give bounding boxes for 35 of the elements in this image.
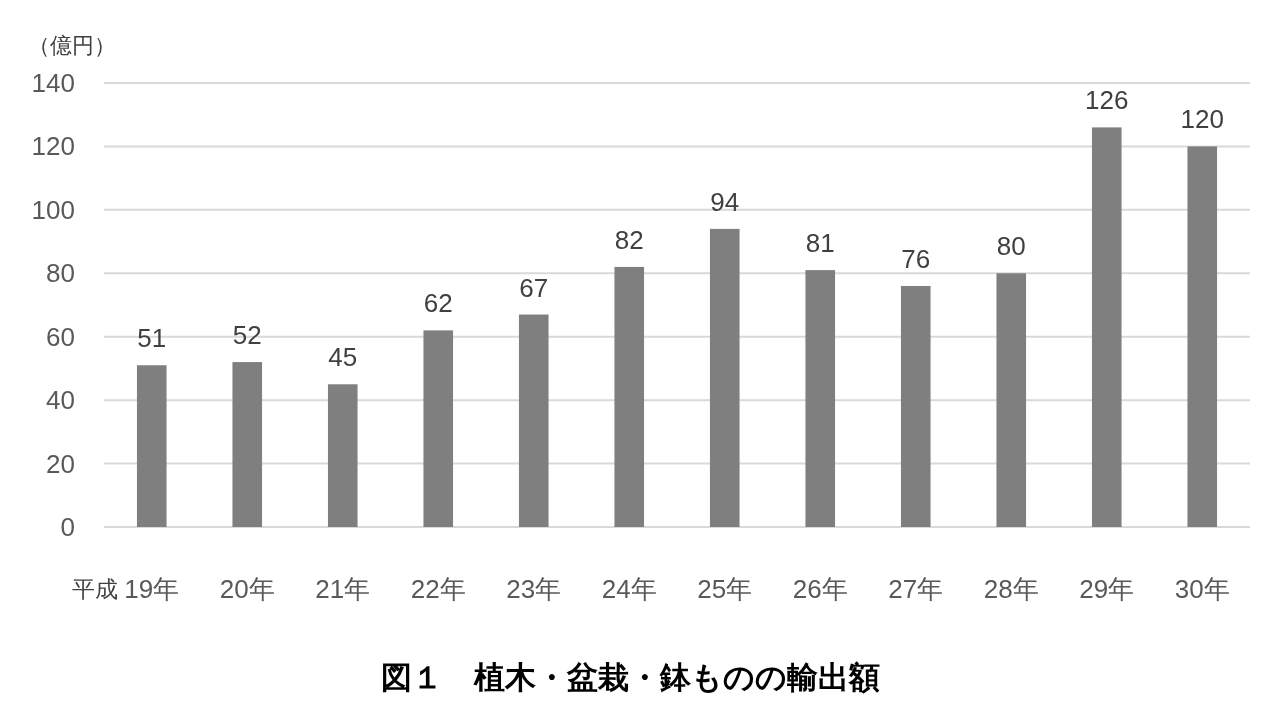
x-label: 平成 [72, 576, 119, 602]
x-tick: 28年 [983, 574, 1039, 604]
data-label: 67 [519, 272, 549, 303]
y-tick: 100 [31, 194, 75, 225]
data-label: 82 [614, 224, 644, 255]
data-label: 120 [1180, 104, 1224, 135]
x-tick: 30年 [1174, 574, 1230, 604]
y-label: （億円） [28, 33, 116, 58]
y-tick: 80 [46, 258, 75, 289]
data-label: 94 [710, 186, 740, 217]
x-tick: 20年 [219, 574, 275, 604]
data-label: 45 [328, 342, 358, 373]
y-tick: 60 [46, 321, 75, 352]
y-tick: 140 [31, 68, 75, 98]
x-tick: 27年 [888, 574, 944, 604]
y-tick: 20 [46, 448, 75, 479]
y-tick: 0 [60, 512, 75, 542]
title: 図１ 植木・盆栽・鉢ものの輸出額 [380, 660, 880, 695]
x-tick: 23年 [506, 574, 562, 604]
data-label: 80 [996, 231, 1026, 262]
data-label: 52 [232, 320, 262, 351]
data-label: 51 [137, 323, 167, 354]
data-label: 81 [805, 228, 835, 259]
y-tick: 40 [46, 385, 75, 416]
y-tick: 120 [31, 131, 75, 162]
x-tick: 25年 [697, 574, 753, 604]
x-tick: 24年 [601, 574, 657, 604]
x-tick: 22年 [410, 574, 466, 604]
x-tick: 19年 [124, 574, 180, 604]
x-tick: 29年 [1079, 574, 1135, 604]
data-label: 126 [1085, 85, 1129, 116]
data-label: 62 [423, 288, 453, 319]
data-label: 76 [901, 243, 931, 274]
x-tick: 26年 [792, 574, 848, 604]
x-tick: 21年 [315, 574, 371, 604]
